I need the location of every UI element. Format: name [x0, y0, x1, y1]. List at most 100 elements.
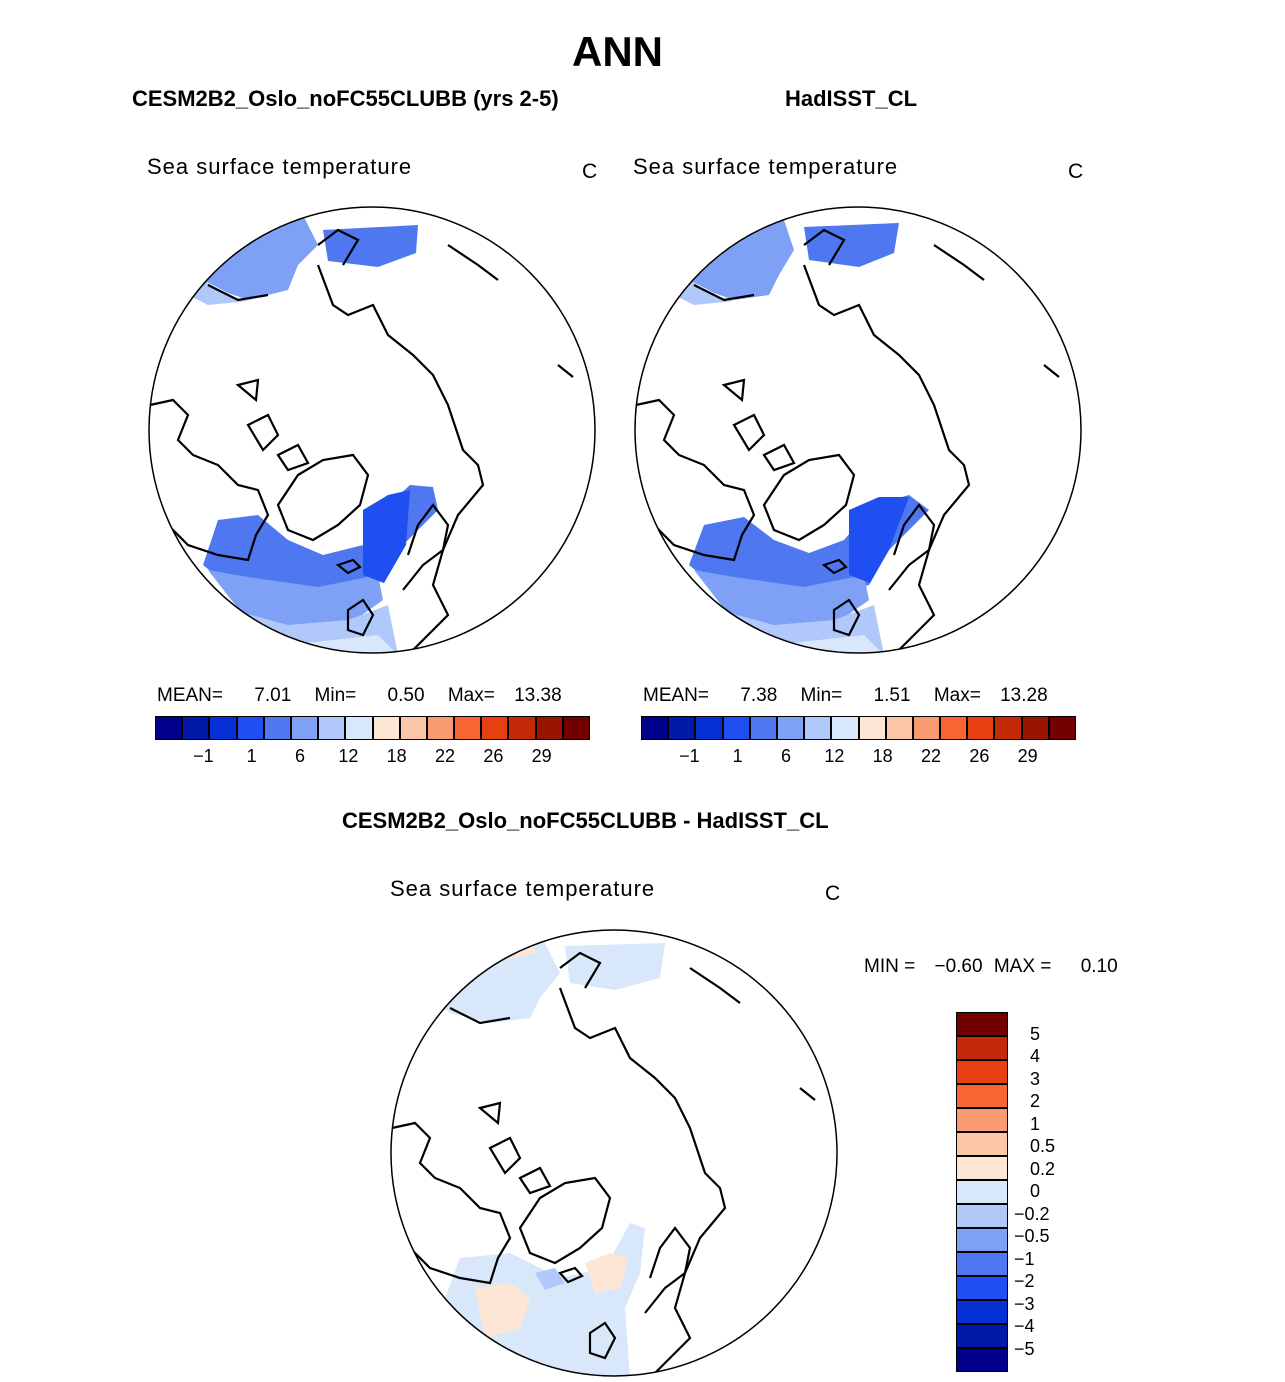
diff-coast-arctic-islands [477, 1101, 552, 1195]
diff-coast-greenland [518, 1176, 612, 1265]
diff-colorbar-label: 1 [1030, 1113, 1041, 1134]
obs-sst-north-pacific [689, 220, 794, 300]
model-colorbar-swatch [182, 716, 210, 740]
obs-sst-nordic-seas [849, 497, 909, 583]
model-min-label: Min= [314, 685, 357, 706]
obs-sst-okhotsk [804, 223, 899, 267]
model-polar-map [148, 206, 596, 654]
diff-sst-atlantic-warm-2 [585, 1253, 628, 1293]
diff-coast-scandinavia [644, 1226, 692, 1314]
diff-colorbar-label: 0 [1030, 1181, 1041, 1201]
obs-coast-alaska-islands [693, 244, 985, 302]
diff-max-value: 0.10 [1080, 956, 1118, 977]
diff-map-boundary [390, 929, 838, 1377]
diff-colorbar-label: 0.5 [1030, 1136, 1056, 1156]
model-colorbar-swatch [209, 716, 237, 740]
obs-polar-map [634, 206, 1082, 654]
obs-min-value: 1.51 [873, 685, 911, 706]
diff-colorbar-label: −5 [1014, 1338, 1035, 1359]
obs-colorbar-swatch [831, 716, 859, 740]
diff-sst-north-atlantic [445, 1223, 645, 1376]
obs-map-boundary [634, 206, 1082, 654]
model-mean-value: 7.01 [254, 685, 292, 706]
diff-colorbar-swatch [956, 1132, 1008, 1156]
model-colorbar-swatch [318, 716, 346, 740]
diff-colorbar-swatch [956, 1060, 1008, 1084]
diff-coast-alaska-islands [449, 967, 741, 1025]
diff-panel-header: CESM2B2_Oslo_noFC55CLUBB - HadISST_CL [342, 808, 829, 833]
model-coast-eurasia [316, 264, 485, 651]
obs-colorbar-swatch [695, 716, 723, 740]
obs-sst-bering-sea [674, 280, 734, 305]
obs-colorbar-label: 1 [732, 746, 743, 766]
diff-colorbar-label: 3 [1030, 1068, 1041, 1089]
obs-colorbar-label: 26 [969, 746, 990, 766]
diff-colorbar-swatch [956, 1276, 1008, 1300]
obs-colorbar-label: −1 [679, 746, 700, 766]
model-colorbar-swatch [535, 716, 563, 740]
model-coast-greenland [276, 453, 370, 542]
diff-sst-atlantic-cool [535, 1268, 565, 1290]
model-colorbar-swatch [290, 716, 319, 740]
obs-colorbar-label: 29 [1017, 746, 1038, 766]
model-colorbar-swatch [426, 716, 455, 740]
model-colorbar-swatch [562, 716, 590, 740]
diff-colorbar-swatch [956, 1156, 1008, 1180]
obs-colorbar-swatch [967, 716, 995, 740]
obs-sst-north-atlantic-mid [694, 570, 869, 630]
model-plot-title: Sea surface temperature [147, 154, 413, 179]
model-coast-arctic-islands [235, 378, 310, 472]
diff-colorbar-label: −0.2 [1014, 1203, 1050, 1224]
diff-colorbar-swatch [956, 1324, 1008, 1348]
model-colorbar-swatch [399, 716, 427, 740]
diff-stats: MIN = −0.60 MAX = 0.10 [864, 956, 1118, 978]
obs-coast-north-america [635, 398, 756, 562]
obs-coast-scandinavia [888, 503, 936, 591]
obs-colorbar-swatch [722, 716, 750, 740]
obs-coast-arctic-islands [721, 378, 796, 472]
model-min-value: 0.50 [387, 685, 425, 706]
obs-colorbar-swatch [1048, 716, 1076, 740]
diff-colorbar-swatch [956, 1252, 1008, 1276]
model-map-boundary [148, 206, 596, 654]
diff-colorbar-label: −0.5 [1014, 1226, 1050, 1246]
diff-colorbar-label: −2 [1014, 1271, 1035, 1291]
obs-colorbar-swatch [940, 716, 968, 740]
model-colorbar-label: 12 [338, 746, 359, 766]
diff-colorbar-swatch [956, 1180, 1008, 1204]
obs-colorbar-swatch [858, 716, 886, 740]
obs-colorbar-label: 12 [824, 746, 845, 766]
obs-colorbar-swatch [912, 716, 941, 740]
obs-coast-eurasia [802, 264, 971, 651]
diff-colorbar-swatch [956, 1036, 1008, 1060]
diff-min-label: MIN = [864, 956, 916, 977]
obs-colorbar-swatch [641, 716, 669, 740]
diff-min-value: −0.60 [934, 956, 983, 977]
obs-colorbar-swatch [749, 716, 777, 740]
diff-coast-iceland [558, 1266, 584, 1284]
obs-min-label: Min= [800, 685, 843, 706]
diff-colorbar [956, 1012, 1008, 1372]
diff-coast-eurasia [558, 987, 727, 1374]
page-title: ANN [572, 28, 663, 75]
model-coast-iceland [335, 558, 362, 575]
obs-mean-label: MEAN= [643, 685, 709, 706]
model-sst-bering-sea [188, 280, 248, 305]
model-panel-header: CESM2B2_Oslo_noFC55CLUBB (yrs 2-5) [132, 86, 559, 111]
diff-colorbar-swatch [956, 1108, 1008, 1132]
model-coast-japan [557, 364, 574, 378]
model-sst-north-pacific [203, 215, 318, 300]
obs-stats: MEAN= 7.38 Min= 1.51 Max= 13.28 [643, 685, 1048, 707]
model-colorbar-swatch [263, 716, 291, 740]
model-colorbar-swatch [345, 716, 373, 740]
obs-colorbar-swatch [1021, 716, 1049, 740]
model-coast-north-america [149, 398, 270, 562]
diff-colorbar-swatch [956, 1204, 1008, 1228]
diff-colorbar-swatch [956, 1228, 1008, 1252]
model-colorbar-labels: −1 1 6 12 18 22 26 29 [155, 746, 590, 768]
diff-colorbar-label: −1 [1014, 1248, 1035, 1269]
diff-max-label: MAX = [993, 956, 1052, 977]
model-sst-north-atlantic-mid [208, 570, 383, 630]
model-sst-nordic-seas [363, 490, 410, 583]
obs-units: C [1068, 160, 1084, 183]
